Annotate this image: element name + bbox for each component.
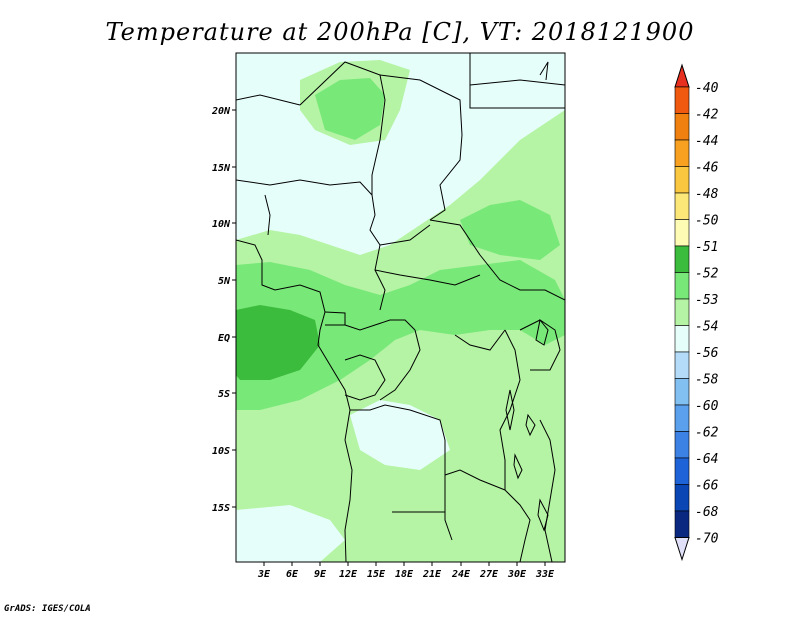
colorbar-label: -66 [695,479,719,494]
colorbar-swatch [674,457,690,485]
colorbar-bottom-arrow [674,537,690,562]
colorbar-swatch [674,510,690,538]
colorbar-swatch [674,113,690,141]
lon-tick-label: 3E [257,569,271,580]
country-boundaries [236,53,565,562]
colorbar-swatch [674,298,690,326]
colorbar-label: -68 [695,505,719,520]
lon-tick-label: 12E [339,569,358,580]
colorbar: -40 -42 -44 -46 -48 -50 -51 -52 -53 -54 -56 -58 -60 -… [674,63,719,562]
colorbar-label: -52 [695,267,719,282]
colorbar-swatch [674,351,690,379]
lon-tick-label: 9E [314,569,327,580]
colorbar-swatch [674,431,690,459]
colorbar-swatch [674,378,690,406]
lat-tick-label: 5S [218,389,230,400]
credit-text: GrADS: IGES/COLA [4,604,91,614]
colorbar-label: -56 [695,346,719,361]
lon-tick-label: 21E [422,569,442,580]
colorbar-swatch [674,219,690,247]
temperature-field [236,53,565,562]
lon-tick-label: 6E [286,569,299,580]
colorbar-label: -58 [695,373,719,388]
lat-tick-label: 10S [212,446,230,457]
field-band-51-52-core [236,305,320,380]
colorbar-label: -60 [695,399,719,414]
lakes [505,61,549,532]
lat-tick-label: 10N [212,219,231,230]
colorbar-label: -70 [695,532,719,547]
colorbar-label: -50 [695,214,719,229]
colorbar-swatch [674,192,690,220]
lat-tick-label: 5N [218,276,231,287]
colorbar-swatch [674,404,690,432]
colorbar-label: -54 [695,320,718,335]
colorbar-swatch [674,325,690,353]
colorbar-swatch [674,86,690,114]
lat-tick-label: 15N [212,163,231,174]
colorbar-label: -42 [695,108,719,123]
field-band-52-53-east [460,200,560,260]
chart-title: Temperature at 200hPa [C], VT: 201812190… [105,18,695,46]
colorbar-label: -40 [695,81,719,96]
colorbar-label: -46 [695,161,719,176]
colorbar-label: -48 [695,187,719,202]
colorbar-swatch [674,139,690,167]
colorbar-label: -62 [695,426,719,441]
colorbar-swatch [674,166,690,194]
lat-tick-label: 20N [211,106,231,117]
lon-tick-label: 27E [479,569,499,580]
lon-tick-label: 30E [507,569,527,580]
map-frame [235,52,566,563]
colorbar-swatch [674,272,690,300]
lon-tick-label: 15E [367,569,386,580]
field-band-54-56-southwest [236,505,345,562]
field-band-54-56-south [350,400,450,470]
colorbar-swatch [674,484,690,512]
colorbar-top-arrow [674,63,690,88]
colorbar-label: -64 [695,452,718,467]
lat-ticks: 20N 15N 10N 5N EQ 5S 10S 15S [211,106,236,514]
lon-tick-label: 18E [395,569,414,580]
colorbar-label: -51 [695,240,718,255]
lat-tick-label: EQ [218,333,230,344]
lon-tick-label: 33E [535,569,555,580]
field-band-52-53-west [236,260,565,410]
lon-tick-label: 24E [451,569,471,580]
colorbar-swatch [674,245,690,273]
lon-ticks: 3E 6E 9E 12E 15E 18E 21E 24E 27E 30E 33E [257,562,555,580]
colorbar-label: -53 [695,293,718,308]
colorbar-label: -44 [695,134,718,149]
lat-tick-label: 15S [212,503,230,514]
field-band-52-53-north-blob [315,78,385,140]
